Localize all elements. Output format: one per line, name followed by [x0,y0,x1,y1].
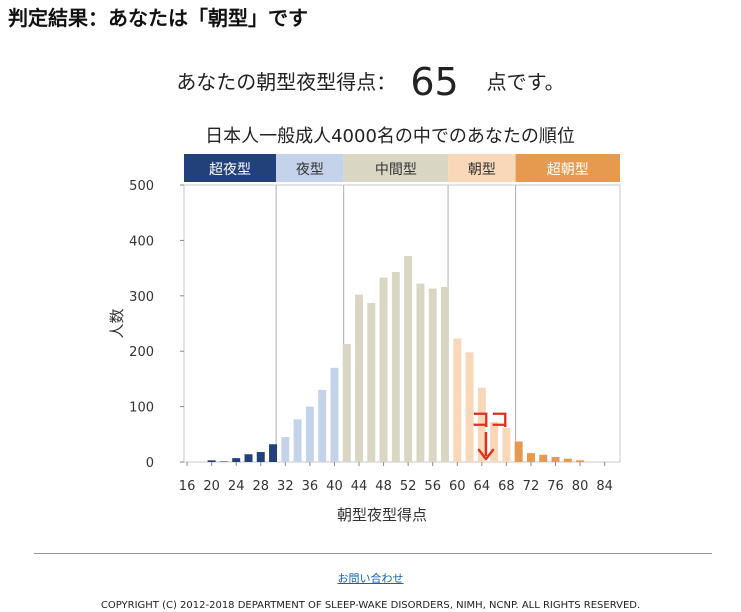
y-tick-label: 300 [129,290,154,305]
bar [416,283,425,462]
bar [453,338,462,462]
x-tick-label: 76 [547,479,564,494]
distribution-chart: 超夜型 夜型 中間型 朝型 超朝型 0 100 200 300 400 500 16 20 24 28 32 3… [108,154,621,524]
x-tick-label: 32 [277,479,294,494]
x-tick-label: 64 [474,479,491,494]
x-tick-label: 68 [498,479,515,494]
x-tick-label: 16 [179,479,196,494]
y-tick-label: 200 [129,345,154,360]
bar [391,271,400,462]
score-value: 65 [410,60,459,104]
category-band-label: 夜型 [296,162,324,178]
bar [244,454,253,462]
category-band [276,154,344,182]
bar [367,303,376,462]
x-tick-label: 48 [375,479,392,494]
bar [342,343,351,462]
bar [539,454,548,462]
x-tick-label: 60 [449,479,466,494]
copyright-text: COPYRIGHT (C) 2012-2018 DEPARTMENT OF SL… [100,600,641,611]
bar [477,387,486,462]
x-tick-label: 28 [252,479,269,494]
bar [355,294,364,462]
bar [514,441,523,462]
bar [490,422,499,462]
y-axis-title: 人数 [108,308,126,338]
bar [379,277,388,462]
bar [526,453,535,462]
annotation-label: ココ [471,409,509,431]
category-band-label: 中間型 [375,162,417,178]
category-band [448,154,516,182]
bar [465,352,474,462]
score-suffix: 点です。 [486,70,565,94]
bar [318,389,327,462]
annotation-arrow-head [477,448,495,461]
bar [330,367,339,462]
y-tick-label: 500 [129,179,154,194]
plot-frame [183,184,621,463]
x-tick-label: 20 [203,479,220,494]
bar [232,458,241,462]
bar [563,458,572,462]
page-title: 判定結果：あなたは「朝型」です [8,6,308,30]
contact-link[interactable]: お問い合わせ [337,572,404,585]
x-tick-label: 72 [523,479,540,494]
bar [281,437,290,462]
x-tick-label: 24 [228,479,245,494]
category-band [184,154,277,182]
x-tick-label: 56 [424,479,441,494]
bar [219,461,228,462]
score-line: あなたの朝型夜型得点： 65 点です。 [0,60,741,104]
x-tick-label: 40 [326,479,343,494]
x-tick-label: 44 [351,479,368,494]
category-band-label: 朝型 [468,162,496,178]
bar [256,452,265,462]
x-tick-label: 80 [572,479,589,494]
category-band [343,154,449,182]
y-tick-label: 400 [129,234,154,249]
x-tick-label: 52 [400,479,417,494]
chart-title: 日本人一般成人4000名の中でのあなたの順位 [205,126,575,147]
bar [207,460,216,462]
y-tick-label: 100 [129,401,154,416]
bar [293,419,302,462]
bar [502,427,511,462]
x-tick-label: 84 [596,479,613,494]
category-band [515,154,620,182]
footer-divider [34,553,712,554]
bar [576,460,585,462]
bar [440,286,449,462]
bar [269,444,278,462]
bar [404,255,413,462]
bar [428,288,437,462]
score-prefix: あなたの朝型夜型得点： [176,70,397,94]
x-axis-title: 朝型夜型得点 [337,506,427,524]
y-tick-label: 0 [146,456,154,471]
category-band-label: 超夜型 [209,162,251,178]
category-band-label: 超朝型 [547,162,589,178]
bar [305,406,314,462]
bar [551,457,560,462]
x-tick-label: 36 [302,479,319,494]
